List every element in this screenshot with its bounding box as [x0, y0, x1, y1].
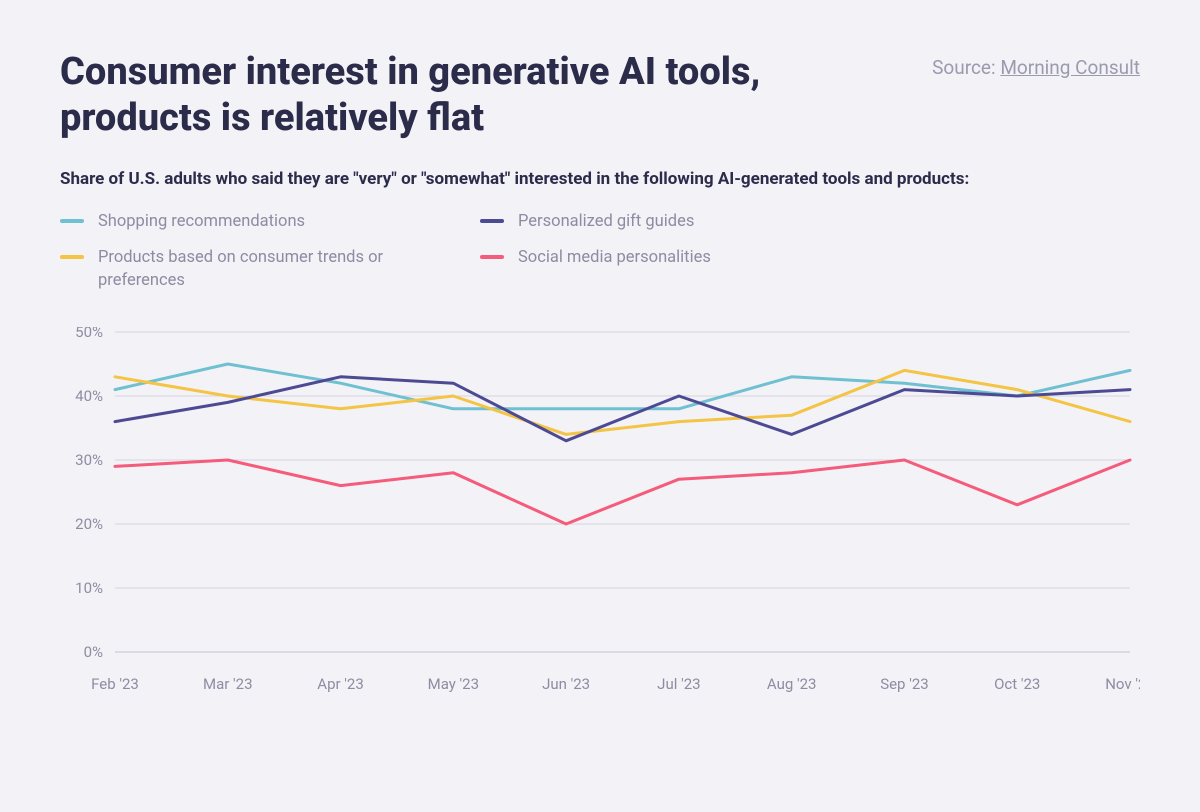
- y-axis-label: 20%: [75, 515, 103, 533]
- legend-swatch: [60, 255, 84, 259]
- legend-label: Shopping recommendations: [98, 211, 305, 233]
- legend-label: Personalized gift guides: [518, 211, 694, 233]
- legend-item-gifts: Personalized gift guides: [480, 211, 860, 233]
- y-axis-label: 30%: [75, 451, 103, 469]
- series-shopping: [115, 364, 1130, 409]
- legend-swatch: [60, 219, 84, 223]
- legend-item-trends: Products based on consumer trends or pre…: [60, 247, 440, 292]
- source-link[interactable]: Morning Consult: [1000, 56, 1140, 79]
- x-axis-label: Feb '23: [91, 675, 139, 693]
- x-axis-label: Jul '23: [657, 675, 700, 693]
- source-prefix: Source:: [932, 56, 1000, 79]
- legend-item-social: Social media personalities: [480, 247, 860, 292]
- y-axis-label: 50%: [75, 327, 103, 341]
- x-axis-label: Mar '23: [203, 675, 253, 693]
- y-axis-label: 0%: [84, 643, 103, 661]
- chart-subtitle: Share of U.S. adults who said they are "…: [60, 169, 1140, 189]
- chart-title: Consumer interest in generative AI tools…: [60, 50, 780, 141]
- line-chart: 0% 10% 20% 30% 40% 50% Feb '23 Mar '23 Apr '23 Ma…: [60, 327, 1140, 707]
- series-social: [115, 460, 1130, 524]
- legend: Shopping recommendations Personalized gi…: [60, 211, 1140, 292]
- y-axis-label: 40%: [75, 387, 103, 405]
- x-axis-label: Nov '23: [1105, 675, 1140, 693]
- legend-label: Social media personalities: [518, 247, 711, 269]
- x-axis-label: Oct '23: [994, 675, 1040, 693]
- x-axis-label: Aug '23: [767, 675, 817, 693]
- x-axis-label: Sep '23: [880, 675, 929, 693]
- x-axis-label: Apr '23: [317, 675, 364, 693]
- legend-label: Products based on consumer trends or pre…: [98, 247, 440, 292]
- header: Consumer interest in generative AI tools…: [60, 50, 1140, 141]
- chart-svg: 0% 10% 20% 30% 40% 50% Feb '23 Mar '23 Apr '23 Ma…: [60, 327, 1140, 707]
- legend-item-shopping: Shopping recommendations: [60, 211, 440, 233]
- legend-swatch: [480, 255, 504, 259]
- x-axis-label: May '23: [428, 675, 479, 693]
- y-axis-label: 10%: [75, 579, 103, 597]
- x-axis-label: Jun '23: [542, 675, 590, 693]
- series-trends: [115, 370, 1130, 434]
- legend-swatch: [480, 219, 504, 223]
- source: Source: Morning Consult: [932, 56, 1140, 79]
